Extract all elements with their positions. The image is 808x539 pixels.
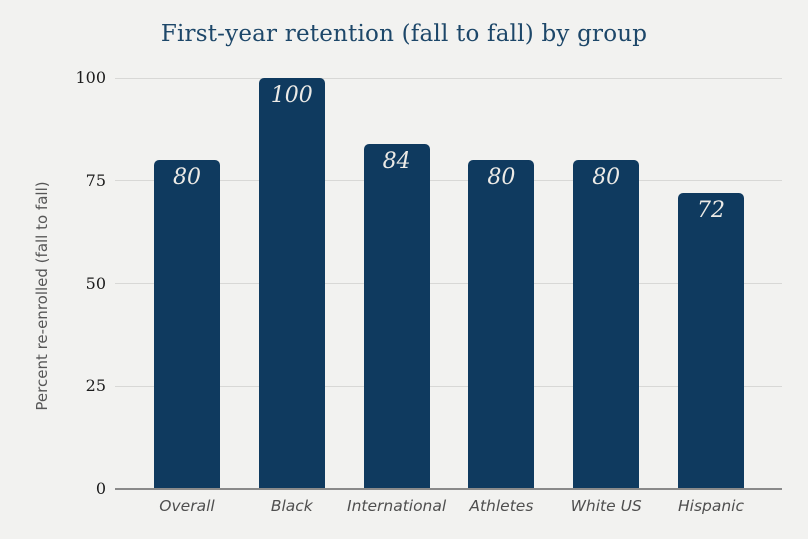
bar-athletes: 80	[468, 160, 535, 489]
x-category-label-athletes: Athletes	[469, 497, 534, 515]
bar-white-us: 80	[573, 160, 640, 489]
bar-value-label: 80	[173, 165, 201, 191]
y-tick-label-100: 100	[75, 68, 106, 87]
chart-title: First-year retention (fall to fall) by g…	[160, 21, 648, 47]
bar-hispanic: 72	[678, 193, 744, 489]
x-axis-line	[115, 488, 782, 490]
y-tick-label-0: 0	[95, 479, 106, 498]
bar-overall: 80	[154, 160, 220, 489]
x-category-label-black: Black	[270, 497, 313, 515]
gridline-75	[115, 180, 782, 182]
bar-value-label: 72	[697, 198, 725, 224]
y-tick-label-25: 25	[85, 376, 106, 396]
bar-international: 84	[363, 143, 430, 489]
gridline-100	[115, 77, 782, 79]
y-tick-label-50: 50	[85, 273, 106, 293]
gridline-50	[115, 283, 782, 284]
bar-value-label: 100	[270, 83, 313, 108]
x-category-label-international: International	[346, 497, 447, 515]
bar-value-label: 80	[487, 165, 516, 191]
y-axis-title: Percent re-enrolled (fall to fall)	[33, 181, 51, 411]
bar-black: 100	[258, 78, 325, 489]
x-category-label-white-us: White US	[570, 497, 642, 515]
bar-value-label: 80	[592, 165, 621, 191]
y-tick-label-75: 75	[85, 170, 106, 190]
x-category-label-overall: Overall	[159, 497, 215, 515]
x-category-label-hispanic: Hispanic	[677, 497, 745, 515]
bar-value-label: 84	[382, 148, 411, 174]
gridline-25	[115, 385, 782, 387]
